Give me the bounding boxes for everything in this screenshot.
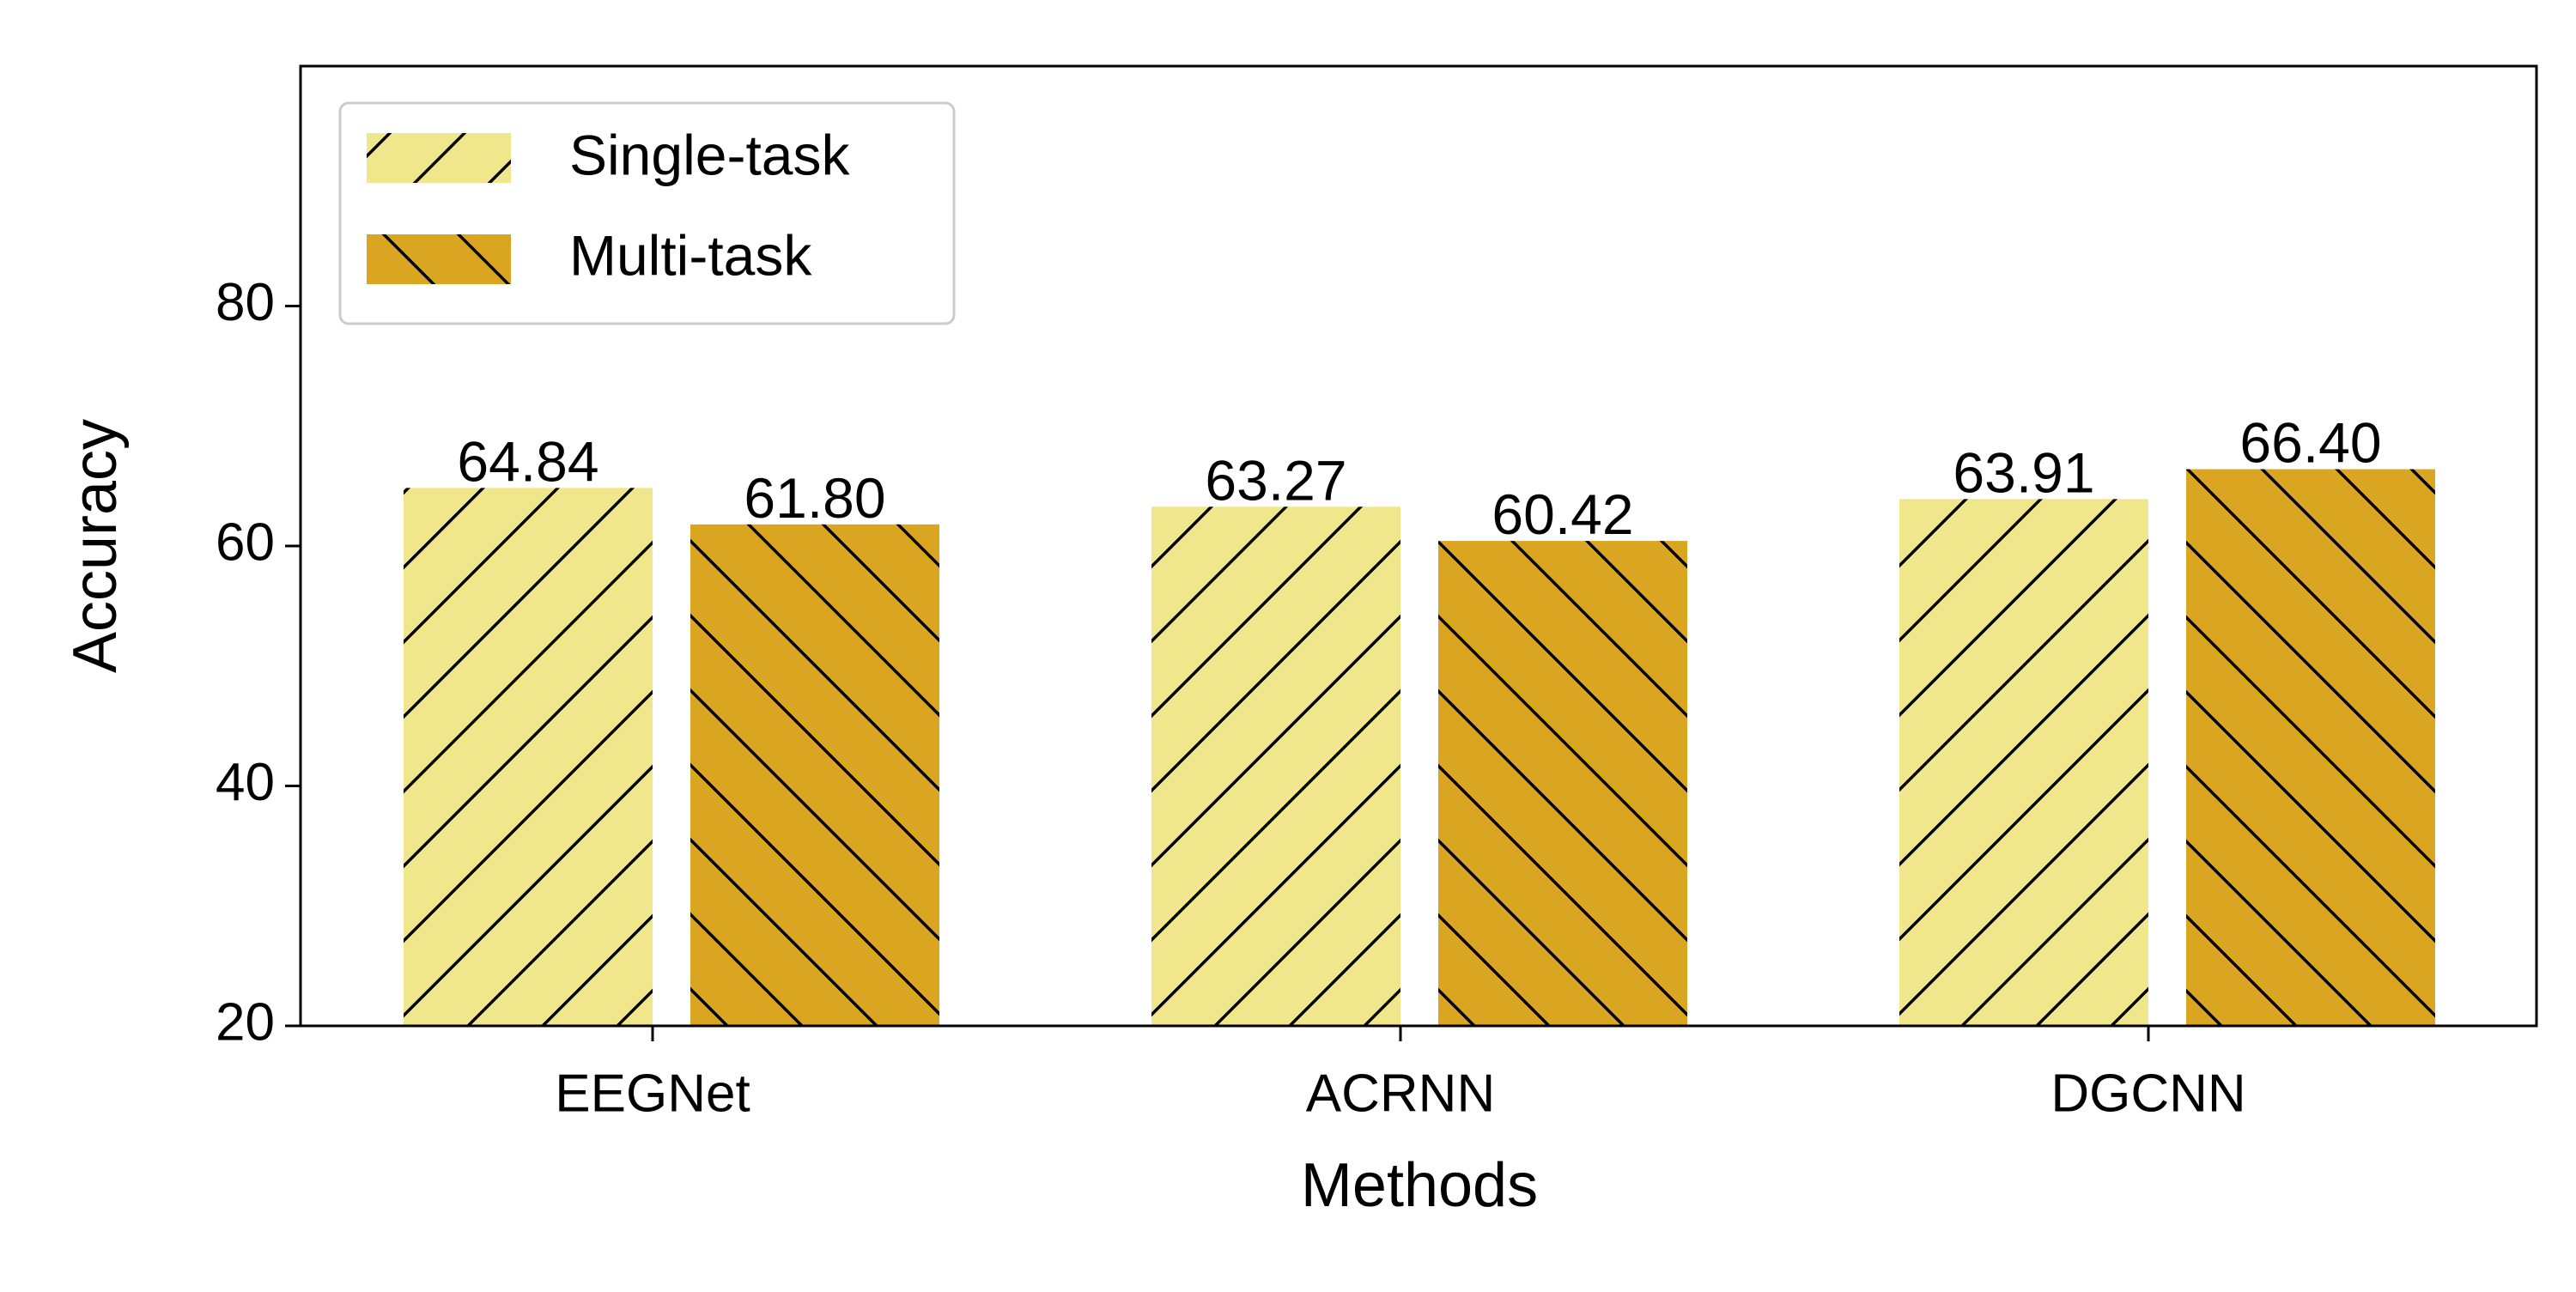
- value-label: 63.91: [1953, 440, 2094, 504]
- value-label: 60.42: [1492, 482, 1633, 546]
- bar: [1151, 506, 1400, 1026]
- value-label: 64.84: [457, 429, 598, 493]
- bars: [404, 469, 2435, 1026]
- legend-swatch: [367, 133, 511, 183]
- legend-label: Multi-task: [569, 223, 812, 287]
- x-tick-label: ACRNN: [1306, 1064, 1495, 1123]
- x-axis-label: Methods: [1301, 1151, 1538, 1220]
- legend: Single-task Multi-task: [338, 101, 956, 325]
- value-label: 66.40: [2239, 411, 2381, 475]
- bar: [690, 524, 939, 1026]
- x-tick-label: DGCNN: [2050, 1064, 2245, 1123]
- bar: [404, 488, 653, 1026]
- bar: [2186, 469, 2435, 1026]
- value-label: 61.80: [744, 466, 885, 530]
- legend-swatch: [367, 234, 511, 284]
- y-tick-label: 60: [216, 513, 275, 572]
- y-tick-label: 40: [216, 753, 275, 812]
- y-tick-label: 20: [216, 992, 275, 1052]
- bar: [1899, 499, 2148, 1026]
- y-tick-label: 80: [216, 273, 275, 332]
- x-tick-label: EEGNet: [555, 1064, 750, 1123]
- y-axis-label: Accuracy: [61, 419, 130, 673]
- legend-label: Single-task: [569, 123, 850, 186]
- bar: [1438, 541, 1687, 1026]
- value-label: 63.27: [1205, 448, 1346, 512]
